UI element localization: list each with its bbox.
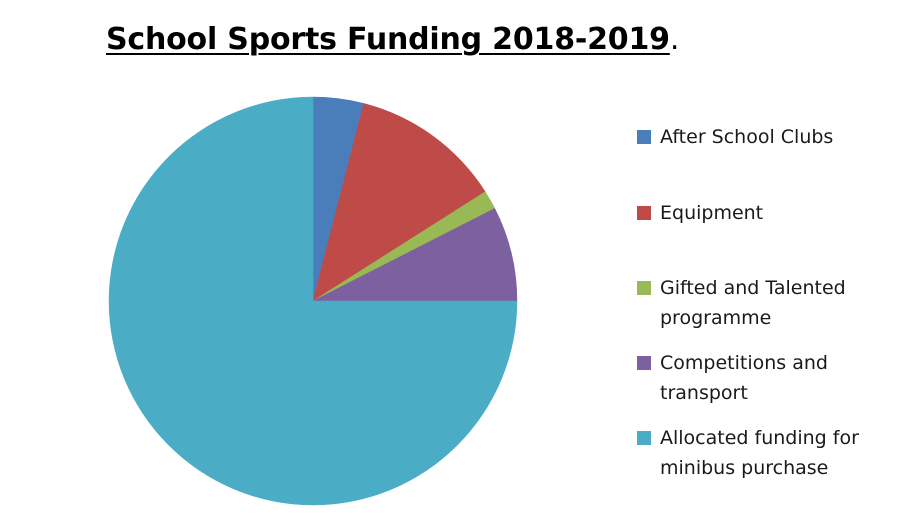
chart-legend: After School Clubs Equipment Gifted and Ta… [637, 0, 897, 532]
legend-item-2: Equipment [637, 198, 890, 228]
legend-item-5: Allocated funding for minibus purchase [637, 423, 890, 483]
legend-label: Equipment [660, 202, 764, 224]
legend-swatch [637, 356, 651, 370]
legend-item-3: Gifted and Talented programme [637, 273, 890, 333]
chart-title-text: School Sports Funding 2018-2019 [106, 22, 670, 57]
legend-label: Allocated funding for minibus purchase [660, 427, 859, 479]
pie-slice-2 [312, 103, 486, 302]
legend-swatch [637, 130, 651, 144]
legend-label: Gifted and Talented programme [660, 277, 846, 329]
legend-item-1: After School Clubs [637, 122, 890, 152]
legend-label: Competitions and transport [660, 352, 828, 404]
pie-chart [108, 96, 518, 506]
pie-slices [108, 96, 518, 506]
chart-title: School Sports Funding 2018-2019. [106, 22, 679, 57]
chart-title-suffix: . [669, 22, 680, 57]
legend-label: After School Clubs [660, 126, 834, 148]
legend-swatch [637, 206, 651, 220]
pie-slice-4 [312, 208, 518, 302]
legend-swatch [637, 431, 651, 445]
legend-swatch [637, 281, 651, 295]
legend-item-4: Competitions and transport [637, 348, 890, 408]
pie-slice-5 [108, 96, 518, 506]
